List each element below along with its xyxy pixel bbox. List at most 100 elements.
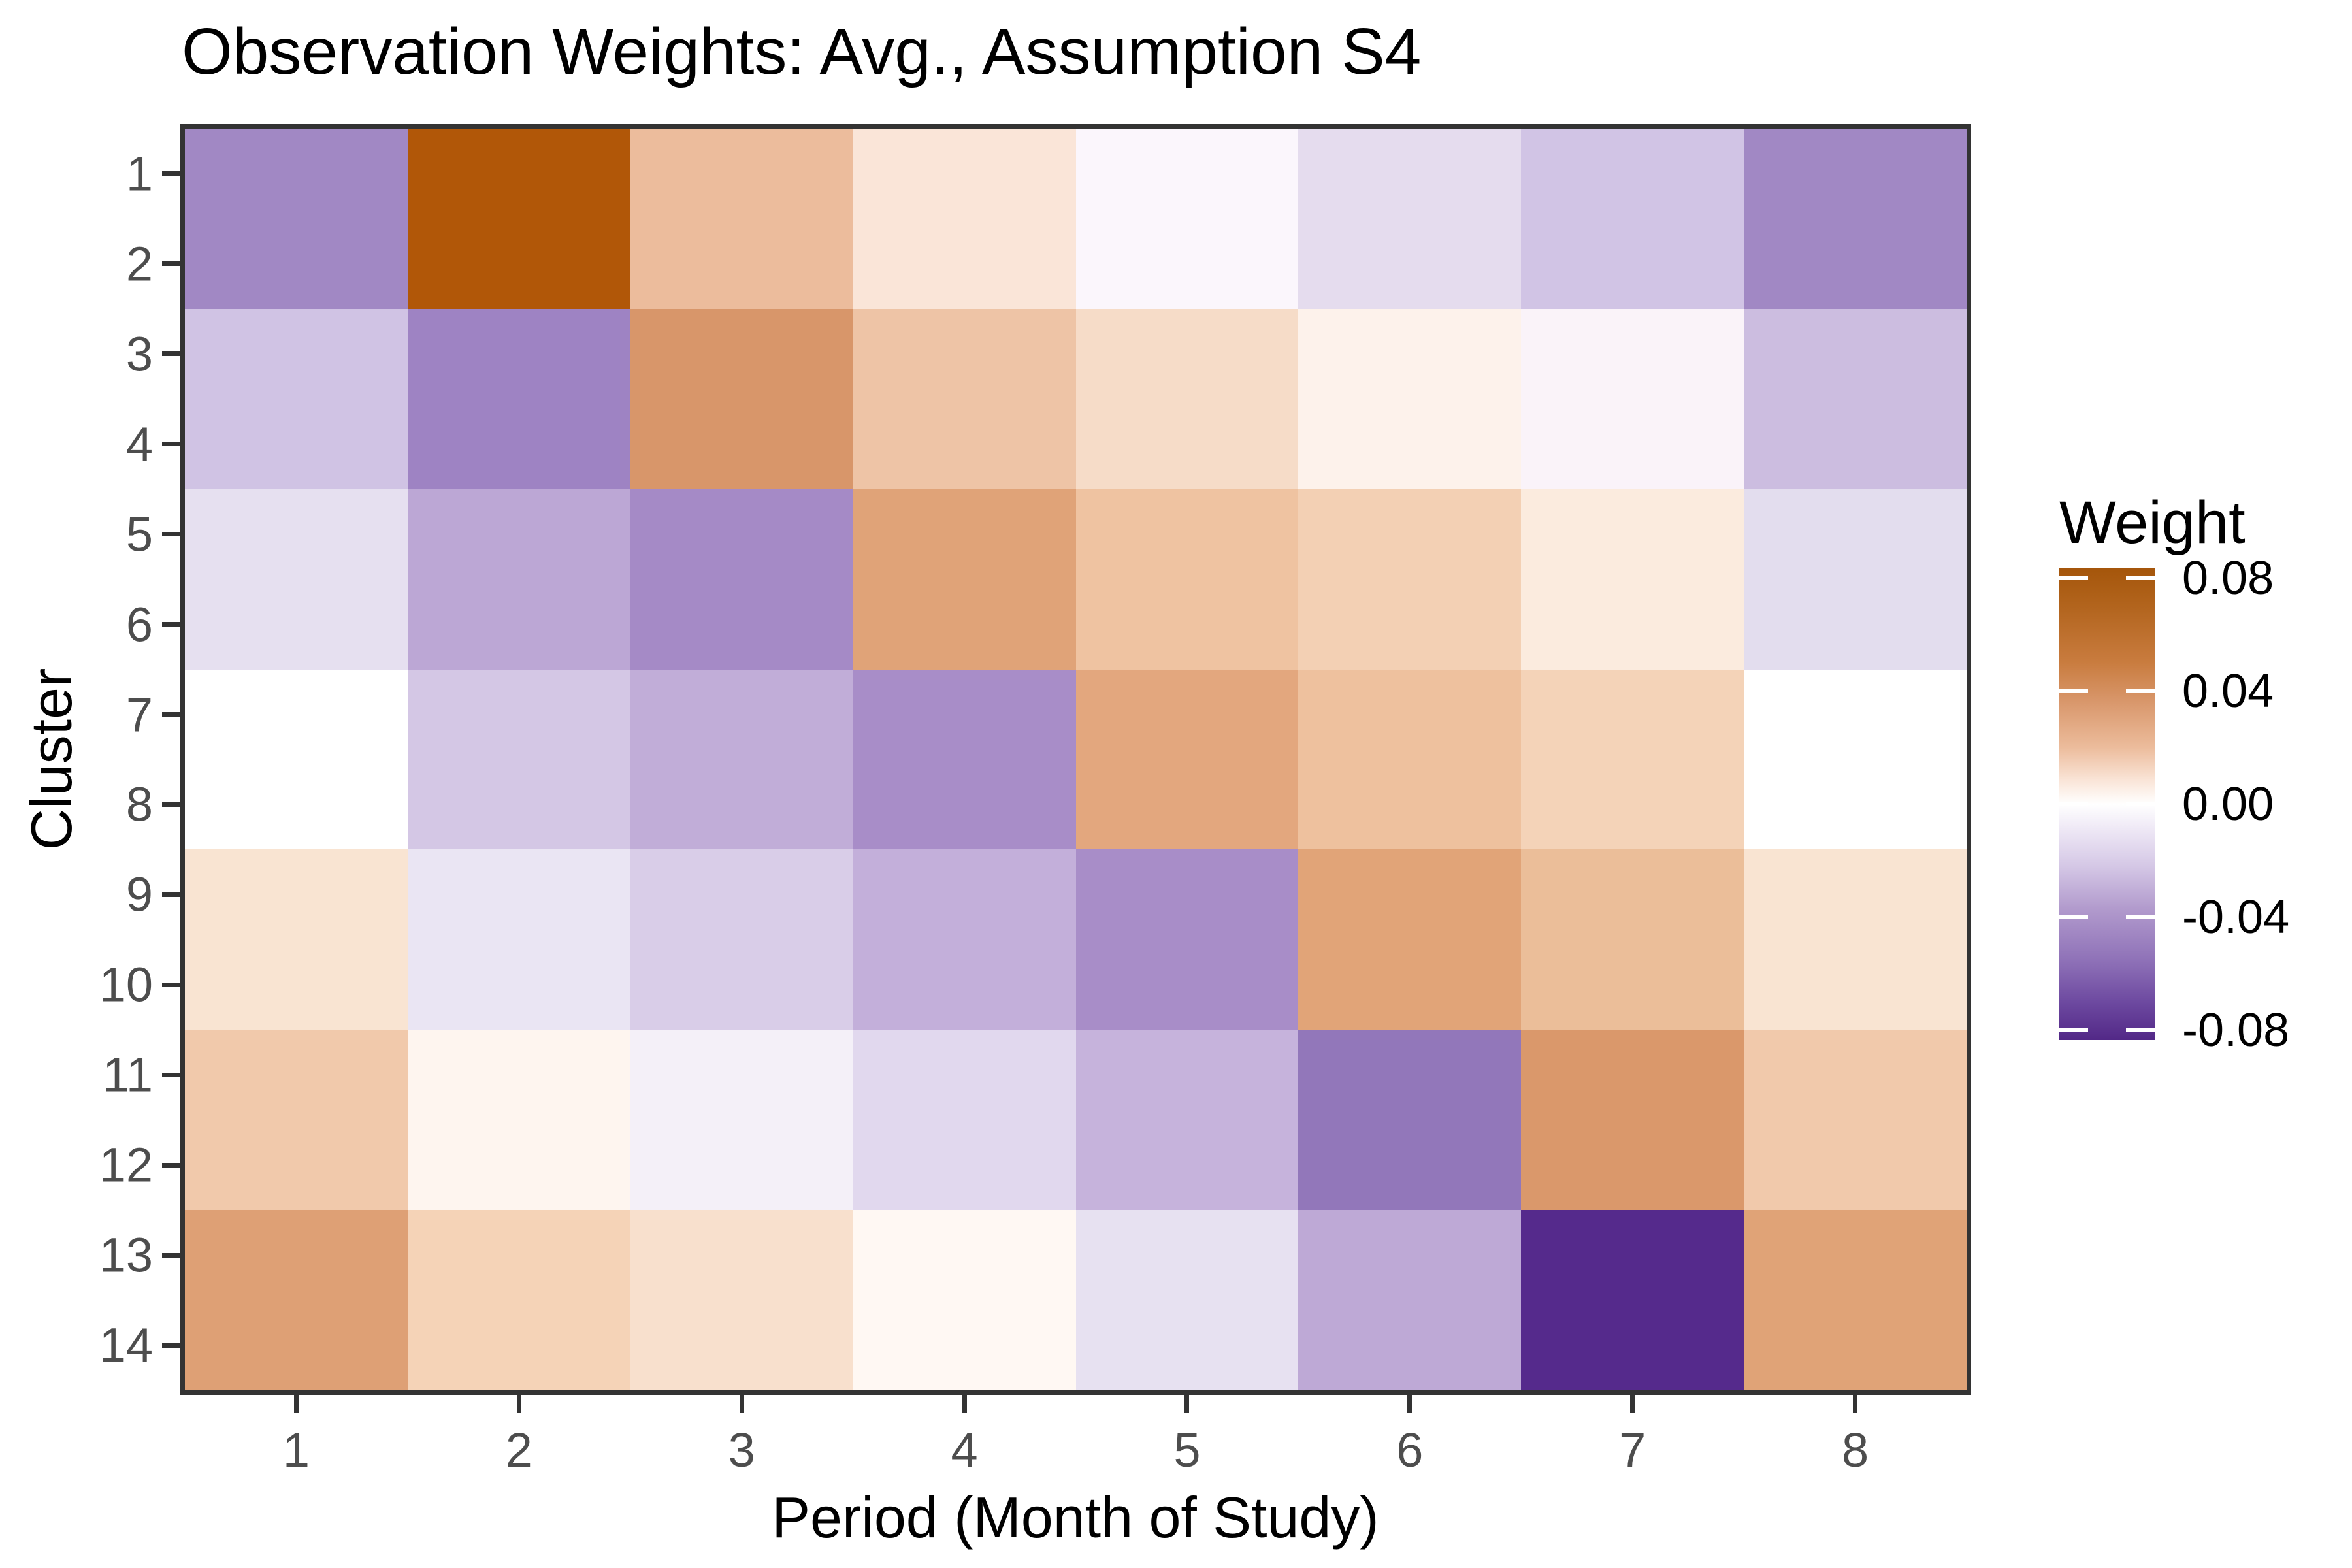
y-tick-mark-12 xyxy=(162,1162,180,1168)
heatmap-cell-clusters-5-6-period-7 xyxy=(1521,489,1744,670)
y-tick-mark-4 xyxy=(162,442,180,447)
x-tick-mark-5 xyxy=(1184,1395,1190,1413)
heatmap-cell-clusters-1-2-period-3 xyxy=(630,129,853,309)
y-axis-title: Cluster xyxy=(18,668,85,851)
x-tick-mark-8 xyxy=(1853,1395,1858,1413)
heatmap-cell-clusters-13-14-period-1 xyxy=(185,1210,408,1390)
heatmap-cell-clusters-11-12-period-4 xyxy=(853,1030,1076,1211)
heatmap-cell-clusters-3-4-period-8 xyxy=(1744,308,1967,489)
legend-colorbar xyxy=(2059,568,2155,1040)
x-tick-label-6: 6 xyxy=(1396,1423,1424,1477)
heatmap-cell-clusters-11-12-period-5 xyxy=(1075,1030,1299,1211)
legend-tick-mark-0.04 xyxy=(2126,689,2155,694)
y-tick-label-11: 11 xyxy=(103,1047,153,1102)
heatmap-panel xyxy=(180,124,1971,1395)
heatmap-cell-clusters-5-6-period-3 xyxy=(630,489,853,670)
heatmap-cell-clusters-5-6-period-1 xyxy=(185,489,408,670)
heatmap-cell-clusters-9-10-period-7 xyxy=(1521,849,1744,1030)
y-tick-mark-2 xyxy=(162,261,180,267)
heatmap-cell-clusters-1-2-period-5 xyxy=(1075,129,1299,309)
y-tick-label-2: 2 xyxy=(125,237,153,291)
x-axis-title: Period (Month of Study) xyxy=(772,1485,1379,1550)
heatmap-cell-clusters-9-10-period-1 xyxy=(185,849,408,1030)
legend-tick-mark--0.08 xyxy=(2059,1028,2088,1032)
y-axis-title-text: Cluster xyxy=(19,668,84,851)
legend-title: Weight xyxy=(2059,489,2246,556)
legend-tick-mark-0.08 xyxy=(2126,576,2155,581)
heatmap-cell-clusters-13-14-period-5 xyxy=(1075,1210,1299,1390)
y-tick-label-3: 3 xyxy=(125,327,153,382)
heatmap-cell-clusters-5-6-period-6 xyxy=(1298,489,1522,670)
heatmap-cell-clusters-3-4-period-6 xyxy=(1298,308,1522,489)
heatmap-cell-clusters-5-6-period-2 xyxy=(407,489,630,670)
heatmap-cell-clusters-3-4-period-1 xyxy=(185,308,408,489)
y-tick-mark-8 xyxy=(162,802,180,807)
y-tick-mark-1 xyxy=(162,171,180,176)
chart-title: Observation Weights: Avg., Assumption S4 xyxy=(182,15,1422,88)
heatmap-cell-clusters-3-4-period-2 xyxy=(407,308,630,489)
y-tick-label-14: 14 xyxy=(99,1318,153,1373)
y-tick-label-5: 5 xyxy=(125,507,153,562)
heatmap-cell-clusters-1-2-period-8 xyxy=(1744,129,1967,309)
heatmap-cell-clusters-7-8-period-7 xyxy=(1521,669,1744,850)
y-tick-label-1: 1 xyxy=(125,146,153,201)
heatmap-cell-clusters-13-14-period-4 xyxy=(853,1210,1076,1390)
legend-tick-mark--0.04 xyxy=(2126,915,2155,919)
y-tick-label-10: 10 xyxy=(99,957,153,1012)
heatmap-cell-clusters-13-14-period-2 xyxy=(407,1210,630,1390)
y-tick-label-13: 13 xyxy=(99,1228,153,1282)
legend-tick-mark-0.04 xyxy=(2059,689,2088,694)
x-tick-label-5: 5 xyxy=(1173,1423,1201,1477)
y-tick-mark-11 xyxy=(162,1072,180,1077)
heatmap-cell-clusters-9-10-period-5 xyxy=(1075,849,1299,1030)
heatmap-cell-clusters-1-2-period-2 xyxy=(407,129,630,309)
x-tick-label-4: 4 xyxy=(951,1423,978,1477)
heatmap-cell-clusters-9-10-period-8 xyxy=(1744,849,1967,1030)
heatmap-cell-clusters-9-10-period-4 xyxy=(853,849,1076,1030)
heatmap-cell-clusters-1-2-period-7 xyxy=(1521,129,1744,309)
heatmap-cell-clusters-13-14-period-7 xyxy=(1521,1210,1744,1390)
x-tick-label-7: 7 xyxy=(1619,1423,1646,1477)
x-tick-mark-1 xyxy=(293,1395,299,1413)
heatmap-cell-clusters-9-10-period-2 xyxy=(407,849,630,1030)
y-tick-mark-9 xyxy=(162,892,180,897)
heatmap-cell-clusters-13-14-period-3 xyxy=(630,1210,853,1390)
heatmap-cell-clusters-1-2-period-6 xyxy=(1298,129,1522,309)
heatmap-cell-clusters-7-8-period-3 xyxy=(630,669,853,850)
heatmap-cell-clusters-3-4-period-4 xyxy=(853,308,1076,489)
x-tick-mark-3 xyxy=(739,1395,744,1413)
heatmap-cell-clusters-7-8-period-2 xyxy=(407,669,630,850)
heatmap-cell-clusters-7-8-period-1 xyxy=(185,669,408,850)
heatmap-cell-clusters-11-12-period-1 xyxy=(185,1030,408,1211)
heatmap-cell-clusters-7-8-period-6 xyxy=(1298,669,1522,850)
heatmap-cell-clusters-9-10-period-3 xyxy=(630,849,853,1030)
heatmap-cell-clusters-5-6-period-8 xyxy=(1744,489,1967,670)
x-tick-mark-4 xyxy=(962,1395,967,1413)
heatmap-cell-clusters-1-2-period-4 xyxy=(853,129,1076,309)
heatmap-grid xyxy=(185,129,1967,1390)
heatmap-cell-clusters-7-8-period-4 xyxy=(853,669,1076,850)
y-tick-mark-10 xyxy=(162,982,180,987)
heatmap-cell-clusters-9-10-period-6 xyxy=(1298,849,1522,1030)
legend-tick-label--0.08: -0.08 xyxy=(2182,1004,2290,1056)
y-tick-mark-5 xyxy=(162,532,180,537)
heatmap-cell-clusters-7-8-period-8 xyxy=(1744,669,1967,850)
heatmap-cell-clusters-11-12-period-6 xyxy=(1298,1030,1522,1211)
y-tick-mark-3 xyxy=(162,351,180,357)
heatmap-cell-clusters-11-12-period-2 xyxy=(407,1030,630,1211)
x-tick-mark-7 xyxy=(1630,1395,1635,1413)
legend-tick-mark--0.08 xyxy=(2126,1028,2155,1032)
y-tick-mark-6 xyxy=(162,622,180,627)
heatmap-cell-clusters-1-2-period-1 xyxy=(185,129,408,309)
x-tick-mark-6 xyxy=(1407,1395,1413,1413)
x-tick-mark-2 xyxy=(516,1395,521,1413)
y-tick-label-4: 4 xyxy=(125,417,153,472)
legend-tick-mark-0.08 xyxy=(2059,576,2088,581)
legend-tick-label-0.04: 0.04 xyxy=(2182,665,2274,718)
heatmap-cell-clusters-3-4-period-5 xyxy=(1075,308,1299,489)
y-tick-mark-14 xyxy=(162,1343,180,1348)
legend-tick-mark--0.04 xyxy=(2059,915,2088,919)
y-tick-mark-7 xyxy=(162,712,180,717)
heatmap-cell-clusters-3-4-period-7 xyxy=(1521,308,1744,489)
